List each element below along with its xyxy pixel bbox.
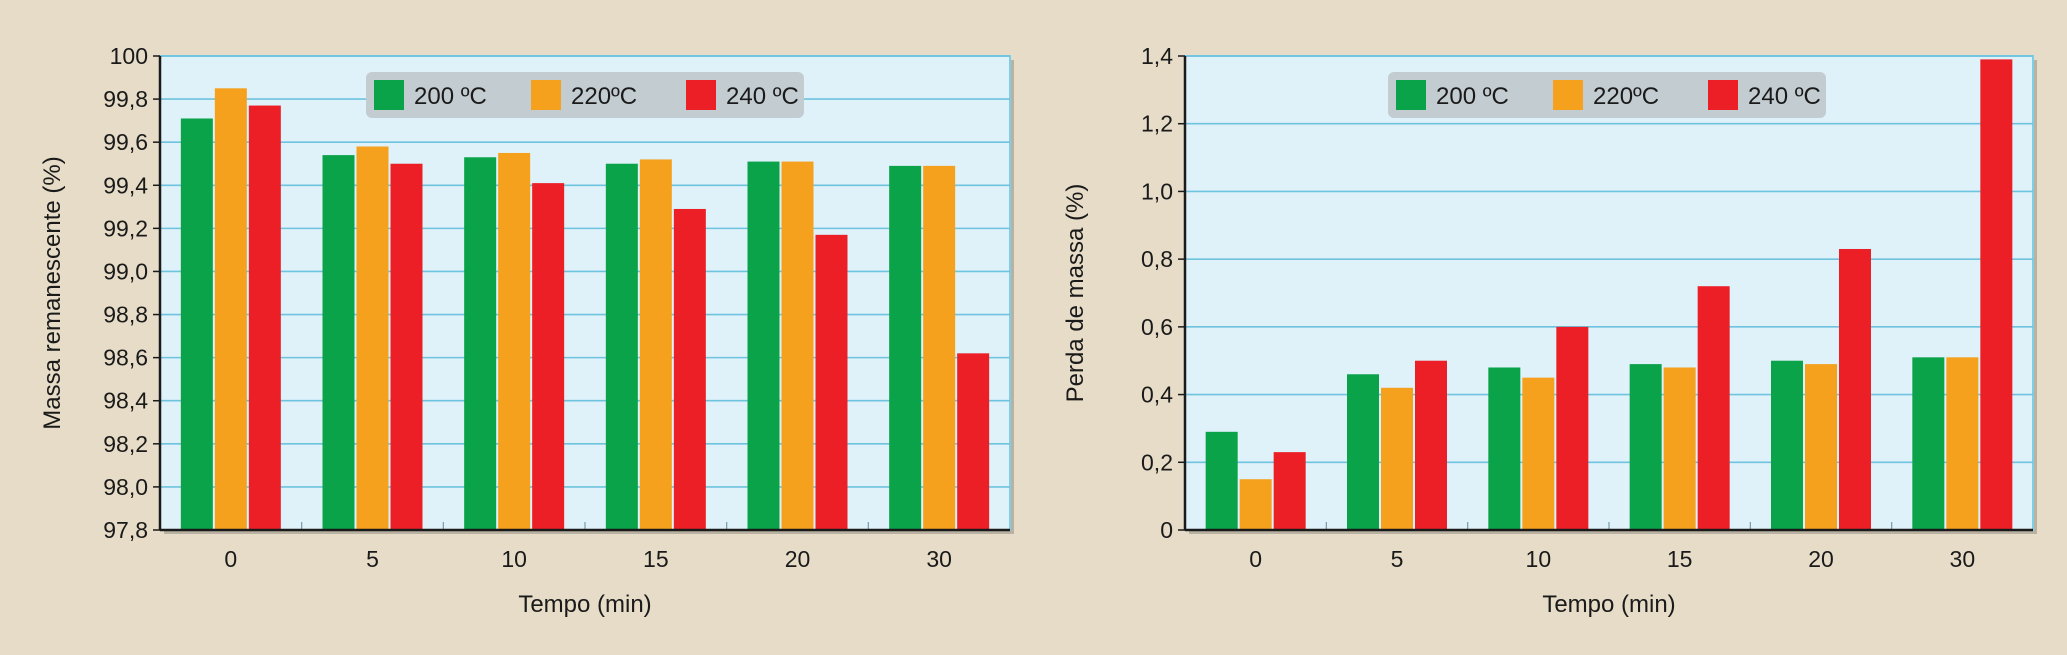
x-tick-label: 0	[1249, 546, 1262, 572]
legend-label: 220ºC	[571, 83, 637, 110]
bar	[1522, 377, 1555, 530]
y-tick-label: 99,6	[103, 129, 148, 155]
legend-swatch	[1553, 80, 1583, 110]
y-tick-label: 0,8	[1141, 246, 1173, 272]
legend-swatch	[531, 80, 561, 110]
x-tick-label: 0	[224, 546, 237, 572]
x-tick-label: 30	[1950, 546, 1976, 572]
bar	[889, 165, 922, 530]
x-tick-label: 20	[1808, 546, 1834, 572]
bar	[673, 208, 706, 531]
bar	[815, 234, 848, 530]
bar	[1629, 364, 1662, 530]
y-tick-label: 97,8	[103, 517, 148, 543]
y-tick-label: 99,8	[103, 86, 148, 112]
bar	[1556, 326, 1589, 530]
bar	[248, 105, 281, 531]
y-tick-label: 99,0	[103, 258, 148, 284]
bar	[1205, 431, 1238, 530]
y-tick-label: 1,0	[1141, 178, 1173, 204]
bar	[214, 88, 247, 531]
y-tick-label: 98,8	[103, 302, 148, 328]
legend: 200 ºC 220ºC 240 ºC	[366, 72, 804, 118]
y-tick-label: 100	[110, 43, 148, 69]
bar	[1273, 452, 1306, 530]
bar	[1980, 59, 2013, 531]
x-tick-label: 20	[785, 546, 811, 572]
y-tick-label: 99,4	[103, 172, 148, 198]
bar	[1912, 357, 1945, 530]
bar	[605, 163, 638, 530]
plot-area	[1184, 55, 2034, 531]
y-tick-label: 98,2	[103, 431, 148, 457]
bar	[1771, 360, 1803, 530]
legend: 200 ºC 220ºC 240 ºC	[1388, 72, 1826, 118]
chart-1: 97,8 98,0 98,2 98,4 98,6 98,8 99,0 99,2 99,4 99,6…	[39, 43, 1014, 618]
x-tick-label: 10	[1526, 546, 1552, 572]
legend-swatch	[374, 80, 404, 110]
y-axis-label: Massa remanescente (%)	[39, 156, 66, 429]
bar	[390, 163, 423, 530]
legend-label: 200 ºC	[414, 83, 487, 110]
x-tick-label: 30	[926, 546, 952, 572]
y-tick-label: 98,0	[103, 474, 148, 500]
y-tick-label: 0	[1160, 517, 1173, 543]
legend-label: 200 ºC	[1436, 83, 1509, 110]
bar	[957, 353, 990, 530]
bar	[1488, 367, 1521, 530]
y-tick-label: 1,2	[1141, 111, 1173, 137]
bar	[1839, 248, 1871, 530]
bar	[1697, 286, 1730, 530]
y-tick-label: 1,4	[1141, 43, 1173, 69]
bar	[923, 165, 956, 530]
bar	[1239, 479, 1272, 530]
plot-area	[159, 55, 1011, 531]
legend-label: 240 ºC	[1748, 83, 1821, 110]
x-tick-label: 15	[643, 546, 669, 572]
bar	[464, 157, 497, 530]
x-axis-label: Tempo (min)	[518, 591, 651, 618]
bar	[322, 155, 355, 531]
x-tick-label: 10	[501, 546, 527, 572]
y-tick-label: 0,4	[1141, 382, 1173, 408]
x-tick-label: 5	[1391, 546, 1404, 572]
x-tick-label: 15	[1667, 546, 1693, 572]
bar	[747, 161, 780, 530]
x-axis-label: Tempo (min)	[1542, 591, 1675, 618]
legend-label: 220ºC	[1593, 83, 1659, 110]
bar	[1946, 357, 1979, 530]
y-tick-label: 98,6	[103, 345, 148, 371]
bar	[1805, 364, 1837, 530]
bar	[356, 146, 389, 530]
legend-label: 240 ºC	[726, 83, 799, 110]
bar	[639, 159, 672, 530]
chart-2: 0 0,2 0,4 0,6 0,8 1,0 1,2 1,4 0 5 10 15 20 30 Tempo (m…	[1062, 43, 2037, 618]
y-tick-label: 0,2	[1141, 449, 1173, 475]
y-axis-label: Perda de massa (%)	[1062, 184, 1089, 403]
bar	[1415, 360, 1447, 530]
y-tick-label: 0,6	[1141, 314, 1173, 340]
bar	[532, 183, 565, 531]
bar	[1663, 367, 1696, 530]
y-tick-label: 99,2	[103, 215, 148, 241]
legend-swatch	[1396, 80, 1426, 110]
legend-swatch	[686, 80, 716, 110]
x-tick-label: 5	[366, 546, 379, 572]
y-tick-label: 98,4	[103, 388, 148, 414]
bar	[498, 152, 531, 531]
legend-swatch	[1708, 80, 1738, 110]
bar	[781, 161, 814, 530]
bar	[1381, 387, 1413, 530]
bar	[1347, 374, 1379, 530]
bar	[180, 118, 213, 531]
